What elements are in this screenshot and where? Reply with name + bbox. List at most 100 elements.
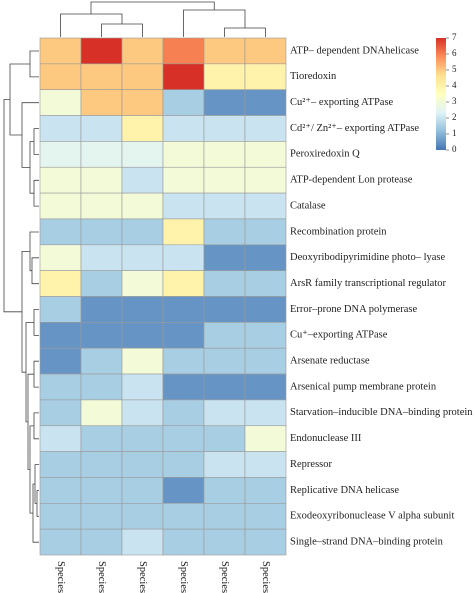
row-dendrogram xyxy=(3,50,39,543)
heatmap-cell xyxy=(80,218,123,246)
heatmap-cell xyxy=(162,373,205,401)
row-label: ATP– dependent DNAhelicase xyxy=(290,45,419,56)
colorbar-tick-label: 0 xyxy=(452,144,457,154)
colorbar-tick-label: 2 xyxy=(452,112,457,122)
heatmap-cell xyxy=(39,218,82,246)
heatmap-cell xyxy=(244,451,287,478)
heatmap-cell xyxy=(203,425,246,452)
heatmap-cell xyxy=(162,63,205,90)
heatmap-cell xyxy=(80,502,123,530)
heatmap-cell xyxy=(121,347,164,375)
heatmap-cell xyxy=(80,322,123,349)
heatmap-cell xyxy=(203,141,246,168)
heatmap-cell xyxy=(121,63,164,90)
heatmap-cell xyxy=(244,141,287,168)
row-label: ArsR family transcriptional regulator xyxy=(290,278,447,289)
colorbar xyxy=(436,38,446,150)
heatmap-cell xyxy=(162,528,205,556)
heatmap-cell xyxy=(203,373,246,401)
heatmap-cell xyxy=(203,347,246,375)
heatmap-cell xyxy=(39,502,82,530)
heatmap-cell xyxy=(80,166,123,194)
heatmap-cell xyxy=(39,89,82,116)
heatmap-cell xyxy=(121,270,164,297)
heatmap-cell xyxy=(80,115,123,142)
heatmap-cell xyxy=(203,192,246,220)
heatmap-cell xyxy=(244,192,287,220)
heatmap-cell xyxy=(203,296,246,323)
heatmap-cell xyxy=(121,399,164,427)
colorbar-tick-label: 7 xyxy=(452,32,457,42)
heatmap-cell xyxy=(162,218,205,246)
colorbar-tick-label: 6 xyxy=(452,48,457,58)
row-label: Arsenical pump membrane protein xyxy=(290,381,437,392)
heatmap-cell xyxy=(39,115,82,142)
heatmap-cell xyxy=(121,502,164,530)
column-label: Species2 xyxy=(178,561,189,593)
heatmap-cell xyxy=(80,399,123,427)
heatmap-cell xyxy=(162,399,205,427)
heatmap-cell xyxy=(162,322,205,349)
heatmap-cell xyxy=(244,89,287,116)
heatmap-cell xyxy=(39,528,82,556)
colorbar-tick-label: 4 xyxy=(452,80,457,90)
row-label: Deoxyribodipyrimidine photo– lyase xyxy=(290,252,445,263)
heatmap-cell xyxy=(80,528,123,556)
heatmap-cell xyxy=(203,451,246,478)
heatmap-cell xyxy=(121,425,164,452)
heatmap-cell xyxy=(39,192,82,220)
column-dendrogram xyxy=(60,1,266,37)
heatmap-cell xyxy=(244,425,287,452)
row-label: Repressor xyxy=(290,459,332,470)
heatmap-cell xyxy=(203,528,246,556)
heatmap-cell xyxy=(121,166,164,194)
heatmap-cell xyxy=(244,296,287,323)
row-label: Catalase xyxy=(290,200,326,211)
heatmap-cell xyxy=(244,502,287,530)
heatmap-cell xyxy=(80,451,123,478)
heatmap-cell xyxy=(162,89,205,116)
heatmap-cell xyxy=(39,347,82,375)
heatmap-cell xyxy=(80,347,123,375)
heatmap-cell xyxy=(121,373,164,401)
heatmap-cell xyxy=(203,244,246,271)
heatmap-cell xyxy=(203,63,246,90)
heatmap-cell xyxy=(162,296,205,323)
row-label: Tioredoxin xyxy=(290,71,337,82)
heatmap-cell xyxy=(121,528,164,556)
row-label: Starvation–inducible DNA–binding protein xyxy=(290,407,473,418)
heatmap-cell xyxy=(244,115,287,142)
heatmap-cell xyxy=(39,166,82,194)
heatmap-cell xyxy=(244,166,287,194)
heatmap-cell xyxy=(39,322,82,349)
column-label: Species4 xyxy=(260,561,271,593)
heatmap-cell xyxy=(80,425,123,452)
heatmap-cell xyxy=(39,244,82,271)
heatmap-cell xyxy=(244,218,287,246)
row-label: Error–prone DNA polymerase xyxy=(290,304,417,315)
heatmap-cell xyxy=(244,37,287,65)
heatmap-cell xyxy=(121,141,164,168)
heatmap-cell xyxy=(80,373,123,401)
row-label: Cu²⁺– exporting ATPase xyxy=(290,97,394,108)
heatmap-cell xyxy=(203,322,246,349)
row-label: Arsenate reductase xyxy=(290,356,370,367)
colorbar-tick-label: 3 xyxy=(452,96,457,106)
heatmap-cell xyxy=(121,322,164,349)
heatmap-cell xyxy=(203,37,246,65)
colorbar-tick-label: 1 xyxy=(452,128,457,138)
heatmap-cell xyxy=(162,270,205,297)
heatmap-cell xyxy=(39,296,82,323)
heatmap-cell xyxy=(39,270,82,297)
heatmap-cell xyxy=(244,373,287,401)
heatmap-cell xyxy=(162,244,205,271)
heatmap-cell xyxy=(244,528,287,556)
heatmap-cell xyxy=(39,477,82,504)
heatmap-cell xyxy=(244,63,287,90)
heatmap-cell xyxy=(121,37,164,65)
heatmap-cell xyxy=(121,451,164,478)
row-label: Single–strand DNA–binding protein xyxy=(290,536,444,547)
heatmap-cell xyxy=(162,477,205,504)
heatmap-cell xyxy=(203,477,246,504)
row-label: Exodeoxyribonuclease V alpha subunit xyxy=(290,511,454,522)
